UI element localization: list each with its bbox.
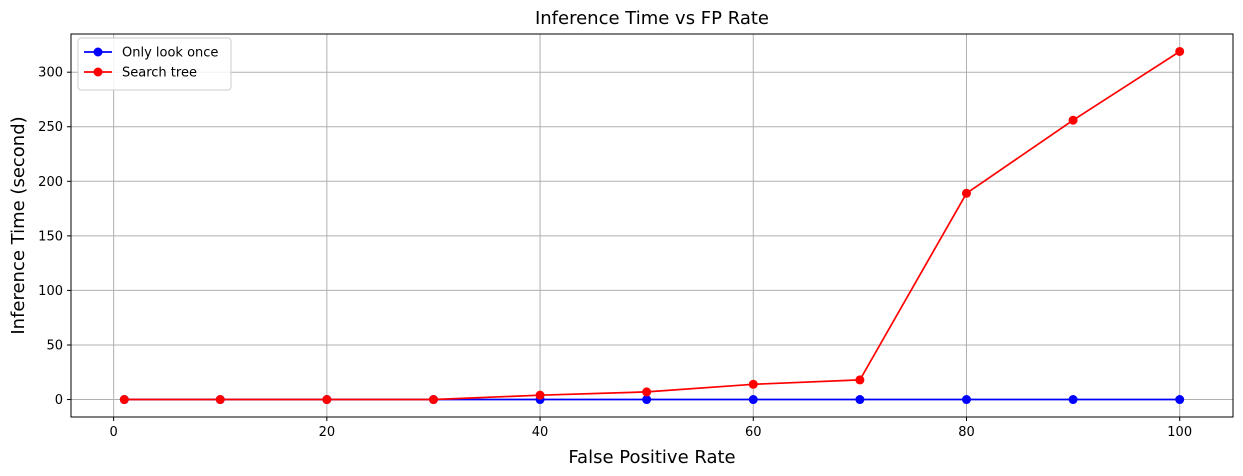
y-tick-label: 250 — [38, 120, 63, 135]
data-point — [1068, 115, 1078, 125]
series-lines — [124, 50, 1181, 401]
data-point — [535, 390, 545, 400]
series-points — [119, 46, 1185, 405]
data-point — [748, 395, 758, 405]
data-point — [855, 375, 865, 385]
data-point — [1175, 46, 1185, 56]
grid — [71, 34, 1233, 417]
x-axis-ticks: 0 20 40 60 80 100 — [110, 417, 1192, 440]
data-point — [642, 395, 652, 405]
series-line-1 — [124, 50, 1181, 401]
data-point — [961, 188, 971, 198]
data-point — [855, 395, 865, 405]
legend-label: Only look once — [122, 46, 218, 61]
y-tick-label: 200 — [38, 175, 63, 190]
x-tick-label: 0 — [110, 425, 118, 440]
x-tick-label: 100 — [1167, 425, 1192, 440]
legend-marker — [93, 47, 103, 57]
y-axis-label: Inference Time (second) — [8, 116, 29, 334]
y-tick-label: 50 — [46, 338, 63, 353]
data-point — [748, 379, 758, 389]
legend: Only look once Search tree — [77, 37, 232, 91]
y-axis-ticks: 0 50 100 150 200 250 300 — [38, 66, 71, 408]
data-point — [642, 387, 652, 397]
y-tick-label: 0 — [55, 393, 63, 408]
data-point — [1068, 395, 1078, 405]
x-tick-label: 20 — [319, 425, 336, 440]
data-point — [119, 395, 129, 405]
data-point — [961, 395, 971, 405]
data-point — [322, 395, 332, 405]
plot-frame — [70, 33, 1234, 418]
x-tick-label: 80 — [958, 425, 975, 440]
x-tick-label: 40 — [532, 425, 549, 440]
y-tick-label: 150 — [38, 229, 63, 244]
y-tick-label: 300 — [38, 66, 63, 81]
x-tick-label: 60 — [745, 425, 762, 440]
legend-box — [77, 37, 232, 91]
legend-marker — [93, 67, 103, 77]
data-point — [1175, 395, 1185, 405]
data-point — [428, 395, 438, 405]
legend-label: Search tree — [122, 66, 197, 81]
data-point — [215, 395, 225, 405]
x-axis-label: False Positive Rate — [568, 447, 735, 468]
chart-title: Inference Time vs FP Rate — [535, 8, 769, 29]
y-tick-label: 100 — [38, 284, 63, 299]
